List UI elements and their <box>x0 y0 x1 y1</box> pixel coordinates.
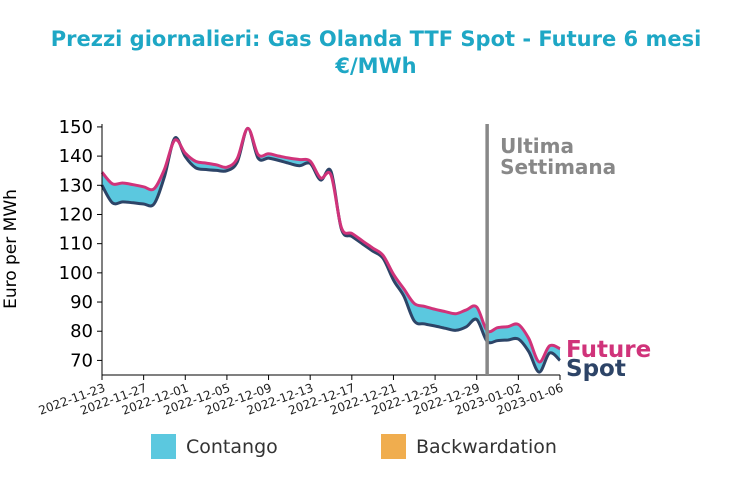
y-tick-label: 140 <box>59 146 93 167</box>
x-ticks-group: 2022-11-232022-11-272022-12-012022-12-05… <box>37 375 565 418</box>
legend-label-contango: Contango <box>186 436 278 458</box>
last-week-label-line2: Settimana <box>500 155 616 179</box>
y-tick-label: 110 <box>59 234 93 255</box>
y-ticks-group: 70 80 90 100 110 120 130 140 150 <box>59 117 102 371</box>
y-tick-label: 80 <box>70 321 93 342</box>
y-tick-label: 70 <box>70 350 93 371</box>
future-end-label: Future <box>566 337 651 363</box>
legend-label-backwardation: Backwardation <box>416 436 557 458</box>
legend-swatch-backwardation <box>381 434 406 459</box>
y-tick-label: 120 <box>59 204 93 225</box>
chart-subtitle-unit: €/MWh <box>334 54 416 78</box>
spread-area-group <box>102 128 560 373</box>
legend-swatch-contango <box>151 434 176 459</box>
contango-area <box>102 128 560 373</box>
y-axis-label: Euro per MWh <box>1 189 21 309</box>
last-week-label-line1: Ultima <box>500 134 574 158</box>
y-tick-label: 100 <box>59 263 93 284</box>
series-lines-group <box>100 126 562 374</box>
y-tick-label: 150 <box>59 117 93 138</box>
spot-end-label: Spot <box>566 356 626 382</box>
y-tick-label: 90 <box>70 292 93 313</box>
chart-title: Prezzi giornalieri: Gas Olanda TTF Spot … <box>51 27 702 51</box>
y-tick-label: 130 <box>59 175 93 196</box>
future-line <box>100 126 561 364</box>
